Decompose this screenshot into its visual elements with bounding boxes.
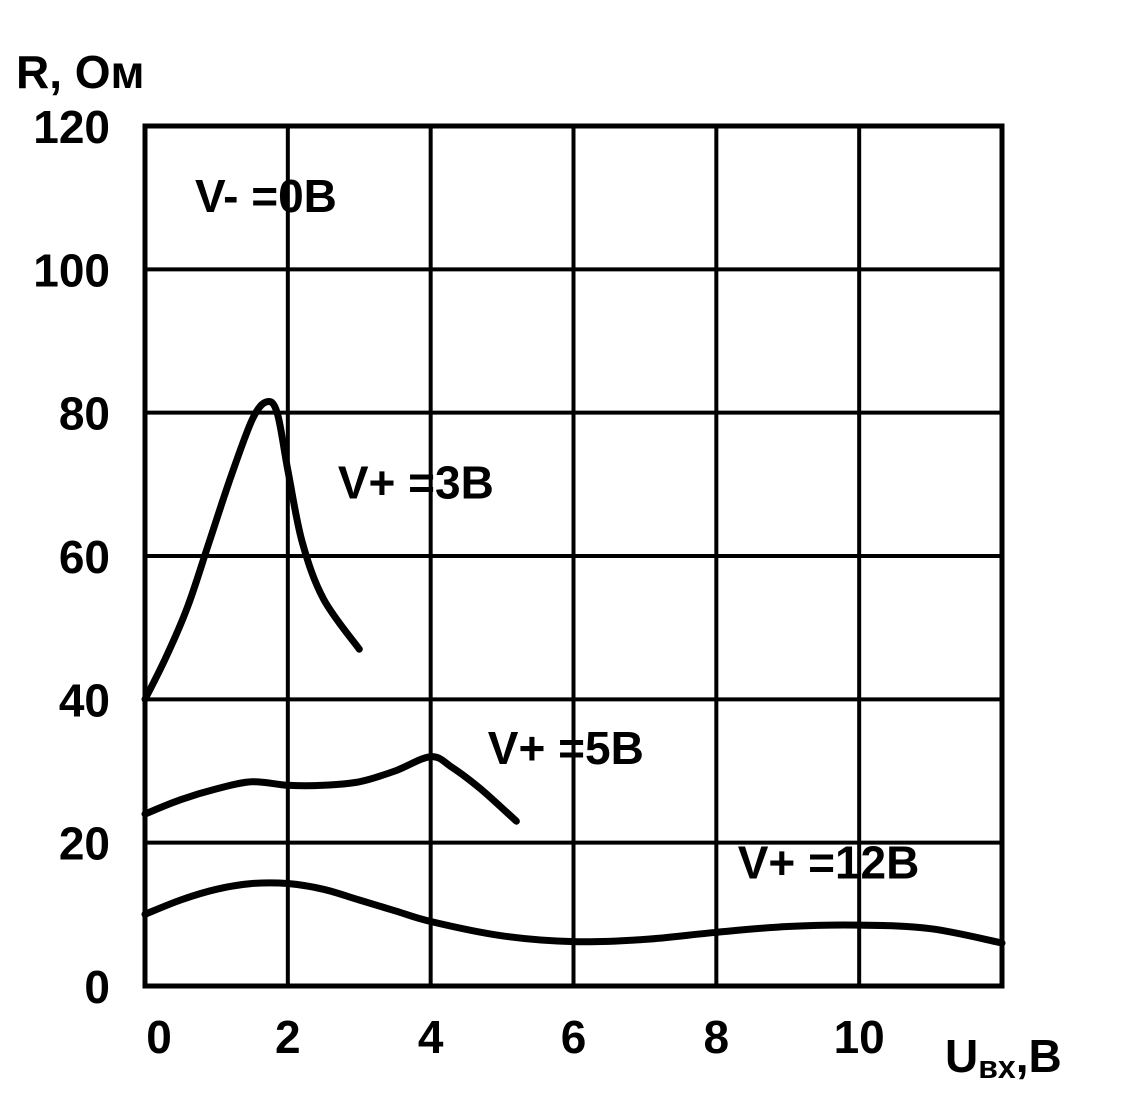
y-tick-label: 120 [33, 101, 110, 153]
series-line-1 [141, 397, 363, 703]
x-axis-title: Uвх,В [945, 1030, 1062, 1085]
series-line-2 [141, 753, 520, 825]
x-axis-title-main: U [945, 1030, 978, 1082]
y-axis-title: R, Ом [16, 46, 145, 98]
y-tick-label: 100 [33, 244, 110, 296]
curves [141, 397, 1006, 947]
y-tick-label: 60 [59, 531, 110, 583]
x-axis-title-sub: вх [978, 1049, 1016, 1085]
y-tick-label: 80 [59, 388, 110, 440]
curve-annotation: V- =0В [195, 170, 337, 222]
x-tick-label: 0 [146, 1011, 172, 1063]
curve-annotation: V+ =5В [488, 722, 644, 774]
x-tick-label: 2 [275, 1011, 301, 1063]
annotations: V- =0В V+ =3В V+ =5В V+ =12В [195, 170, 919, 889]
x-tick-label: 6 [561, 1011, 587, 1063]
x-tick-label: 8 [704, 1011, 730, 1063]
curve-annotation: V+ =12В [738, 837, 920, 889]
x-tick-label: 10 [834, 1011, 885, 1063]
x-tick-label: 4 [418, 1011, 444, 1063]
y-tick-label: 20 [59, 818, 110, 870]
grid-lines [145, 126, 1002, 986]
y-tick-label: 0 [84, 961, 110, 1013]
series-line-3 [141, 879, 1006, 947]
curve-annotation: V+ =3В [338, 457, 494, 509]
plot-frame [142, 123, 1005, 989]
x-axis-title-tail: ,В [1016, 1030, 1062, 1082]
y-tick-label: 40 [59, 674, 110, 726]
